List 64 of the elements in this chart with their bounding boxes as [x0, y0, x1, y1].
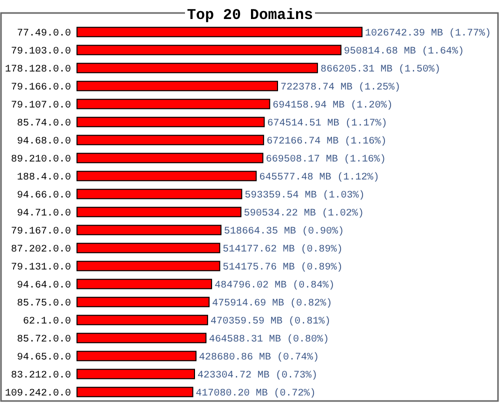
y-tick-label: 94.71.0.0: [16, 208, 71, 220]
data-label: 417080.20 MB (0.72%): [196, 388, 316, 400]
data-label: 593359.54 MB (1.03%): [244, 190, 365, 202]
y-tick-label: 109.242.0.0: [4, 388, 71, 400]
bar: [76, 314, 208, 326]
data-label: 470359.59 MB (0.81%): [210, 316, 331, 328]
data-label: 514175.76 MB (0.89%): [222, 262, 343, 274]
y-tick-label: 188.4.0.0: [16, 172, 71, 184]
y-tick-label: 94.65.0.0: [16, 352, 71, 364]
data-label: 722378.74 MB (1.25%): [280, 82, 401, 94]
y-tick-label: 77.49.0.0: [16, 28, 71, 40]
bar: [76, 386, 194, 398]
data-label: 672166.74 MB (1.16%): [266, 136, 387, 148]
y-tick-label: 83.212.0.0: [10, 370, 71, 382]
data-label: 669508.17 MB (1.16%): [266, 154, 386, 166]
data-label: 694158.94 MB (1.20%): [272, 100, 393, 112]
bar: [76, 152, 264, 164]
y-tick-label: 85.72.0.0: [16, 334, 71, 346]
bar: [76, 242, 220, 254]
bar: [76, 368, 195, 380]
bar: [76, 260, 220, 272]
data-label: 590534.22 MB (1.02%): [244, 208, 364, 220]
y-tick-label: 79.166.0.0: [10, 82, 71, 94]
y-tick-label: 85.74.0.0: [16, 118, 71, 130]
data-label: 645577.48 MB (1.12%): [259, 172, 380, 184]
y-tick-label: 89.210.0.0: [10, 154, 71, 166]
chart-title: Top 20 Domains: [186, 7, 314, 24]
data-label: 475914.69 MB (0.82%): [212, 298, 332, 310]
y-tick-label: 85.75.0.0: [16, 298, 71, 310]
y-tick-label: 87.202.0.0: [10, 244, 71, 256]
bar: [76, 278, 212, 290]
data-label: 514177.62 MB (0.89%): [222, 244, 343, 256]
data-label: 518664.35 MB (0.90%): [224, 226, 344, 238]
data-label: 1026742.39 MB (1.77%): [365, 28, 492, 40]
bar: [76, 350, 196, 362]
y-tick-label: 178.128.0.0: [4, 64, 71, 76]
y-tick-label: 79.167.0.0: [10, 226, 71, 238]
bar: [76, 134, 264, 146]
data-label: 428680.86 MB (0.74%): [198, 352, 320, 364]
bar: [76, 116, 265, 128]
bar: [76, 188, 242, 200]
data-label: 423304.72 MB (0.73%): [198, 370, 318, 382]
data-label: 484796.02 MB (0.84%): [214, 280, 335, 292]
bar: [76, 98, 270, 110]
bar: [76, 62, 318, 74]
y-tick-label: 62.1.0.0: [22, 316, 71, 328]
bar: [76, 296, 210, 308]
y-tick-label: 94.64.0.0: [16, 280, 71, 292]
bar: [76, 332, 206, 344]
y-tick-label: 79.103.0.0: [10, 46, 71, 58]
y-tick-label: 79.107.0.0: [10, 100, 71, 112]
bar: [76, 206, 242, 218]
bar: [76, 26, 362, 38]
data-label: 464588.31 MB (0.80%): [208, 334, 329, 346]
data-label: 950814.68 MB (1.64%): [344, 46, 464, 58]
y-tick-label: 94.66.0.0: [16, 190, 71, 202]
bar: [76, 170, 257, 182]
bar: [76, 80, 278, 92]
y-tick-label: 94.68.0.0: [16, 136, 71, 148]
y-tick-label: 79.131.0.0: [10, 262, 71, 274]
data-label: 674514.51 MB (1.17%): [267, 118, 388, 130]
bar: [76, 224, 222, 236]
bar: [76, 44, 342, 56]
data-label: 866205.31 MB (1.50%): [320, 64, 440, 76]
